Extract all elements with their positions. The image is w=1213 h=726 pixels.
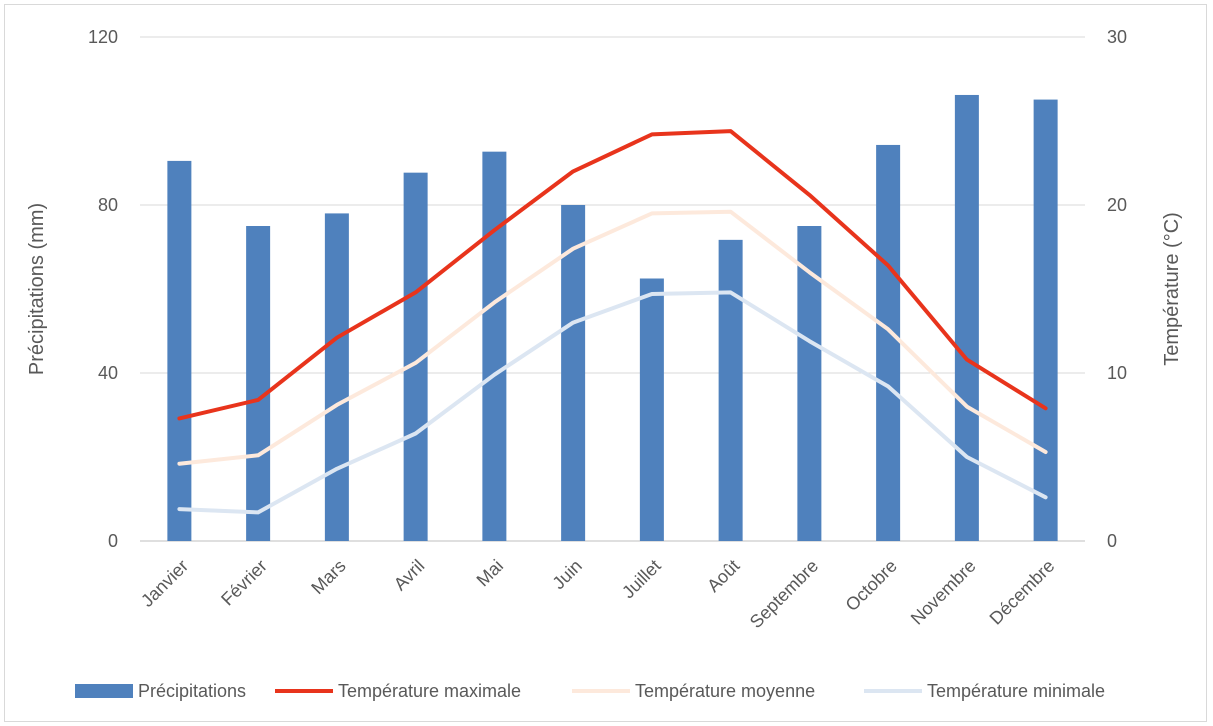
line-temp-rature-moyenne <box>177 209 1048 466</box>
precipitation-bars <box>167 94 1058 542</box>
bar-precipitations <box>324 213 349 541</box>
y-left-tick-label: 80 <box>98 195 118 215</box>
legend-swatch <box>75 684 133 698</box>
x-tick-label: Avril <box>390 556 429 595</box>
gridlines <box>140 36 1085 542</box>
x-tick-label: Novembre <box>907 556 980 629</box>
y-left-tick-label: 40 <box>98 363 118 383</box>
bar-precipitations <box>876 144 901 541</box>
x-tick-label: Septembre <box>746 556 822 632</box>
y-axis-right-title: Température (°C) <box>1161 212 1183 366</box>
x-tick-label: Décembre <box>986 556 1059 629</box>
x-tick-label: Juillet <box>618 556 665 603</box>
bar-precipitations <box>639 278 664 541</box>
x-tick-label: Juin <box>548 556 585 593</box>
x-tick-label: Mars <box>307 556 349 598</box>
x-tick-label: Août <box>703 556 743 596</box>
bar-precipitations <box>1033 99 1058 541</box>
line-temp-rature-maximale <box>177 129 1048 421</box>
y-right-tick-label: 30 <box>1107 27 1127 47</box>
legend: Précipitations Température maximale Tempér… <box>75 681 1105 701</box>
y-left-tick-label: 120 <box>88 27 118 47</box>
x-tick-label: Février <box>217 556 271 610</box>
right-axis-ticks: 0 10 20 30 <box>1107 27 1127 551</box>
line-temp-rature-minimale <box>177 290 1048 515</box>
y-axis-left-title: Précipitations (mm) <box>26 203 48 375</box>
chart-area <box>4 4 1207 722</box>
legend-label: Précipitations <box>138 681 246 701</box>
legend-label: Température moyenne <box>635 681 815 701</box>
bar-precipitations <box>246 226 271 541</box>
legend-label: Température minimale <box>927 681 1105 701</box>
x-tick-label: Octobre <box>842 556 901 615</box>
y-left-tick-label: 0 <box>108 531 118 551</box>
left-axis-ticks: 0 40 80 120 <box>88 27 118 551</box>
bar-precipitations <box>482 151 507 541</box>
legend-label: Température maximale <box>338 681 521 701</box>
bar-precipitations <box>167 160 192 541</box>
temperature-lines <box>177 129 1048 515</box>
y-right-tick-label: 0 <box>1107 531 1117 551</box>
x-axis-ticks: Janvier Février Mars Avril Mai Juin Juillet Aoû… <box>137 556 1058 632</box>
bar-precipitations <box>561 205 586 541</box>
x-tick-label: Mai <box>473 556 508 591</box>
y-right-tick-label: 20 <box>1107 195 1127 215</box>
bar-precipitations <box>954 94 979 542</box>
y-right-tick-label: 10 <box>1107 363 1127 383</box>
bar-precipitations <box>718 239 743 542</box>
x-tick-label: Janvier <box>137 556 192 611</box>
